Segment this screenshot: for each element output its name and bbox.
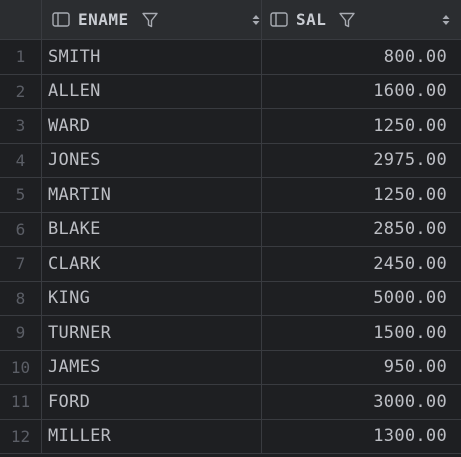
table-row[interactable]: 4 JONES 2975.00: [0, 143, 461, 178]
ename-cell[interactable]: CLARK: [42, 247, 262, 281]
ename-cell[interactable]: JAMES: [42, 350, 262, 384]
table-row[interactable]: 8 KING 5000.00: [0, 281, 461, 316]
sort-icon[interactable]: [251, 13, 261, 27]
row-number-header[interactable]: [0, 0, 42, 39]
sal-cell[interactable]: 1250.00: [373, 184, 447, 205]
sal-cell[interactable]: 2975.00: [373, 150, 447, 171]
sal-cell[interactable]: 1300.00: [373, 426, 447, 447]
table-row[interactable]: 1 SMITH 800.00: [0, 40, 461, 75]
table-row[interactable]: 6 BLAKE 2850.00: [0, 212, 461, 247]
ename-cell[interactable]: TURNER: [42, 316, 262, 350]
row-number[interactable]: 1: [0, 40, 42, 74]
row-number[interactable]: 5: [0, 178, 42, 212]
column-header-sal[interactable]: SAL: [262, 0, 461, 39]
table-row[interactable]: 9 TURNER 1500.00: [0, 316, 461, 351]
table-row[interactable]: 3 WARD 1250.00: [0, 109, 461, 144]
sal-cell[interactable]: 5000.00: [373, 288, 447, 309]
sal-cell[interactable]: 2450.00: [373, 253, 447, 274]
sort-icon[interactable]: [441, 13, 451, 27]
sal-cell[interactable]: 1600.00: [373, 81, 447, 102]
row-number[interactable]: 7: [0, 247, 42, 281]
ename-cell[interactable]: BLAKE: [42, 212, 262, 246]
row-number[interactable]: 11: [0, 385, 42, 419]
row-number[interactable]: 9: [0, 316, 42, 350]
filter-icon[interactable]: [338, 11, 356, 29]
table-row[interactable]: 11 FORD 3000.00: [0, 385, 461, 420]
ename-cell[interactable]: WARD: [42, 109, 262, 143]
column-header-label: ENAME: [78, 10, 129, 29]
row-number[interactable]: 10: [0, 350, 42, 384]
ename-cell[interactable]: MARTIN: [42, 178, 262, 212]
sal-cell[interactable]: 1500.00: [373, 322, 447, 343]
column-header-label: SAL: [296, 10, 327, 29]
row-number[interactable]: 8: [0, 281, 42, 315]
column-header-ename[interactable]: ENAME: [42, 0, 262, 39]
header-row: ENAME SAL: [0, 0, 461, 40]
row-number[interactable]: 2: [0, 74, 42, 108]
filter-icon[interactable]: [141, 11, 159, 29]
ename-cell[interactable]: SMITH: [42, 40, 262, 74]
sal-cell[interactable]: 1250.00: [373, 115, 447, 136]
table-row[interactable]: 5 MARTIN 1250.00: [0, 178, 461, 213]
ename-cell[interactable]: FORD: [42, 385, 262, 419]
table-row[interactable]: 2 ALLEN 1600.00: [0, 74, 461, 109]
column-icon: [270, 12, 288, 27]
ename-cell[interactable]: JONES: [42, 143, 262, 177]
sal-cell[interactable]: 2850.00: [373, 219, 447, 240]
table-row[interactable]: 10 JAMES 950.00: [0, 350, 461, 385]
row-number[interactable]: 4: [0, 143, 42, 177]
row-number[interactable]: 12: [0, 419, 42, 453]
row-number[interactable]: 3: [0, 109, 42, 143]
table-row[interactable]: 7 CLARK 2450.00: [0, 247, 461, 282]
sal-cell[interactable]: 800.00: [383, 46, 447, 67]
row-number[interactable]: 6: [0, 212, 42, 246]
ename-cell[interactable]: KING: [42, 281, 262, 315]
column-icon: [52, 12, 70, 27]
sal-cell[interactable]: 950.00: [383, 357, 447, 378]
table-row[interactable]: 12 MILLER 1300.00: [0, 419, 461, 454]
ename-cell[interactable]: MILLER: [42, 419, 262, 453]
ename-cell[interactable]: ALLEN: [42, 74, 262, 108]
sal-cell[interactable]: 3000.00: [373, 391, 447, 412]
